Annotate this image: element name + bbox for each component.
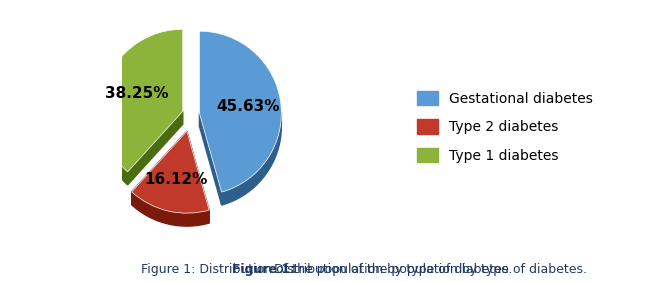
Wedge shape [199,31,281,192]
Wedge shape [132,131,209,213]
Polygon shape [221,112,281,205]
Text: 45.63%: 45.63% [216,99,280,114]
Polygon shape [101,109,127,185]
Polygon shape [127,111,183,185]
Text: Figure 1: Distribution of the population by type of diabetes.: Figure 1: Distribution of the population… [141,263,512,276]
Legend: Gestational diabetes, Type 2 diabetes, Type 1 diabetes: Gestational diabetes, Type 2 diabetes, T… [412,85,599,169]
Text: 16.12%: 16.12% [144,171,207,187]
Text: 38.25%: 38.25% [105,86,168,101]
Polygon shape [199,113,221,205]
Text: Figure 1:: Figure 1: [232,263,295,276]
Text: Distribution of the population by type of diabetes.: Distribution of the population by type o… [270,263,586,276]
Polygon shape [132,131,187,205]
Polygon shape [132,192,209,226]
Polygon shape [187,131,209,223]
Wedge shape [101,29,183,172]
